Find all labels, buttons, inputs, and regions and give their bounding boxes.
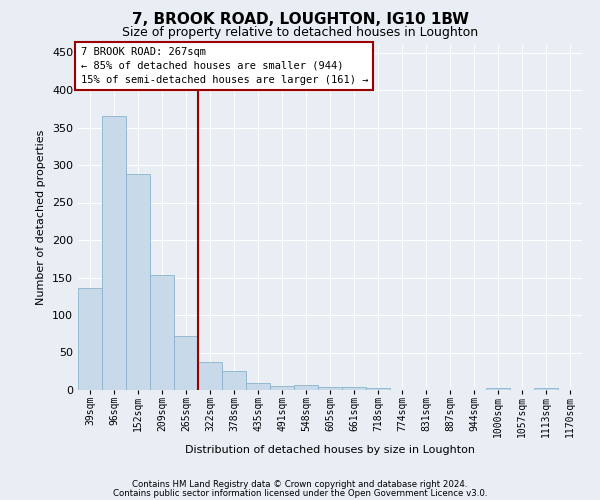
Bar [366,388,390,390]
Bar [270,386,294,390]
Bar [294,385,318,390]
Bar [174,336,198,390]
Bar [534,388,558,390]
Bar [126,174,150,390]
Text: 7 BROOK ROAD: 267sqm
← 85% of detached houses are smaller (944)
15% of semi-deta: 7 BROOK ROAD: 267sqm ← 85% of detached h… [80,46,368,84]
Bar [318,387,342,390]
Text: Size of property relative to detached houses in Loughton: Size of property relative to detached ho… [122,26,478,39]
Bar [246,382,270,390]
Text: 7, BROOK ROAD, LOUGHTON, IG10 1BW: 7, BROOK ROAD, LOUGHTON, IG10 1BW [131,12,469,28]
Text: Contains HM Land Registry data © Crown copyright and database right 2024.: Contains HM Land Registry data © Crown c… [132,480,468,489]
Y-axis label: Number of detached properties: Number of detached properties [37,130,46,305]
Bar [102,116,126,390]
Bar [486,388,510,390]
Bar [150,274,174,390]
Bar [198,362,222,390]
X-axis label: Distribution of detached houses by size in Loughton: Distribution of detached houses by size … [185,445,475,455]
Bar [78,288,102,390]
Bar [222,371,246,390]
Bar [342,387,366,390]
Text: Contains public sector information licensed under the Open Government Licence v3: Contains public sector information licen… [113,489,487,498]
